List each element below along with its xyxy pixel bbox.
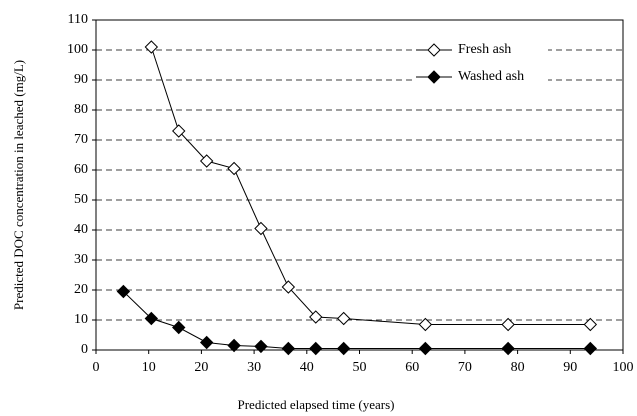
point-marker [501,341,515,356]
point-marker [281,341,296,356]
x-tick-label: 10 [142,360,156,375]
point-marker [583,317,598,332]
point-marker [583,341,598,356]
x-tick-label: 90 [563,360,577,375]
x-tick-label: 30 [247,360,261,375]
x-tick-label: 40 [300,360,314,375]
point-marker [144,311,159,326]
point-marker [172,320,186,335]
y-tick-label: 90 [74,72,88,87]
point-marker [227,161,241,176]
point-marker [116,284,131,299]
y-tick-label: 10 [74,312,88,327]
x-tick-label: 20 [194,360,208,375]
point-marker [336,311,351,326]
y-tick-label: 0 [81,342,88,357]
point-marker [418,341,433,356]
x-tick-label: 60 [405,360,419,375]
y-tick-label: 50 [74,192,88,207]
y-tick-label: 80 [74,102,88,117]
x-tick-label: 0 [93,360,100,375]
x-axis-label: Predicted elapsed time (years) [237,397,394,412]
point-marker [254,339,268,354]
point-marker [418,317,433,332]
point-marker [281,280,296,294]
y-tick-label: 20 [74,282,88,297]
point-marker [144,40,159,54]
point-marker [199,154,214,168]
series-line [150,46,591,325]
plot-frame [95,19,624,351]
point-marker [309,341,323,356]
legend-label: Fresh ash [458,42,511,57]
legend-bg [412,67,548,87]
point-marker [199,335,214,350]
y-tick-label: 40 [74,222,88,237]
y-tick-label: 70 [74,132,88,147]
legend-bg [412,40,548,60]
y-tick-label: 110 [68,12,88,27]
y-tick-label: 30 [74,252,88,267]
y-tick-label: 100 [67,42,88,57]
point-marker [336,341,351,356]
x-tick-label: 80 [511,360,525,375]
point-marker [172,124,186,138]
x-tick-label: 70 [458,360,472,375]
x-tick-label: 100 [613,360,634,375]
point-marker [254,221,268,236]
legend-marker [427,43,441,57]
point-marker [309,310,323,324]
legend-marker [427,70,441,84]
y-axis-label: Predicted DOC concentration in leached (… [11,60,26,310]
point-marker [227,338,241,353]
x-tick-label: 50 [353,360,367,375]
y-tick-label: 60 [74,162,88,177]
point-marker [501,317,515,332]
legend-label: Washed ash [458,69,524,84]
